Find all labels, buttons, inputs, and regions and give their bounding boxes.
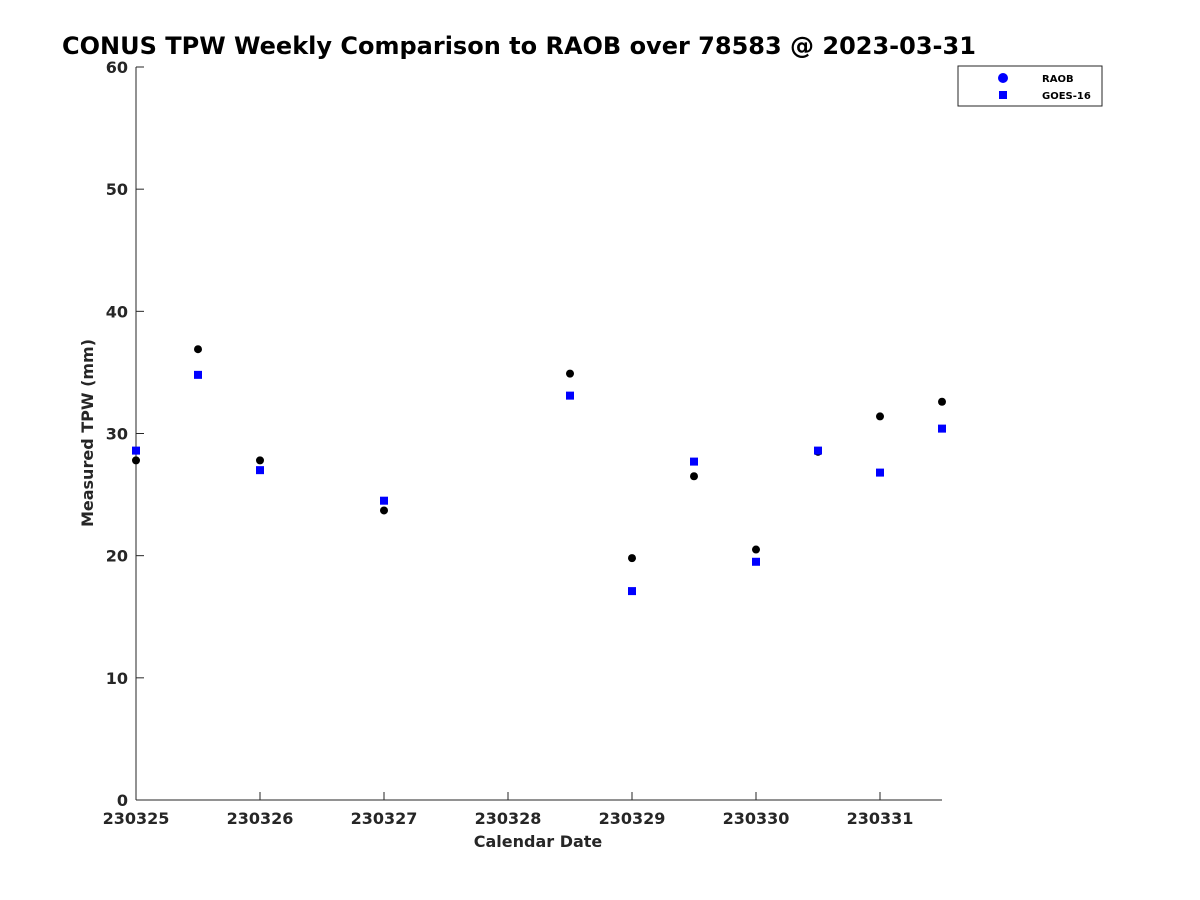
legend: RAOB GOES-16 xyxy=(957,65,1103,107)
goes-16-point xyxy=(814,446,822,455)
legend-box xyxy=(957,65,1103,107)
goes-16-point xyxy=(566,391,574,400)
axes xyxy=(135,67,942,801)
goes-16-point xyxy=(256,466,264,475)
goes-16-point xyxy=(690,457,698,466)
x-tick-label: 230330 xyxy=(723,809,790,828)
goes-16-point xyxy=(132,446,140,455)
y-tick-label: 40 xyxy=(106,302,128,321)
x-axis-label: Calendar Date xyxy=(474,832,603,851)
raob-point xyxy=(690,472,698,481)
legend-marker-goes-16 xyxy=(999,91,1007,99)
raob-point xyxy=(380,506,388,515)
raob-point xyxy=(566,369,574,378)
raob-point xyxy=(194,345,202,354)
chart-title: CONUS TPW Weekly Comparison to RAOB over… xyxy=(62,32,976,60)
raob-point xyxy=(132,456,140,465)
raob-point xyxy=(938,397,946,406)
raob-point xyxy=(752,545,760,554)
goes-16-point xyxy=(628,587,636,596)
x-ticks: 230325 230326 230327 230328 230329 230330 2303… xyxy=(103,792,914,828)
legend-label-raob: RAOB xyxy=(1042,74,1074,85)
y-tick-label: 50 xyxy=(106,180,128,199)
y-ticks: 0 10 20 30 40 50 60 xyxy=(106,58,144,810)
goes-16-point xyxy=(752,557,760,566)
y-axis-label: Measured TPW (mm) xyxy=(78,339,97,527)
legend-label-goes-16: GOES-16 xyxy=(1042,91,1091,102)
y-tick-label: 60 xyxy=(106,58,128,77)
x-tick-label: 230325 xyxy=(103,809,170,828)
goes-16-point xyxy=(380,496,388,505)
goes-16-point xyxy=(876,468,884,477)
raob-point xyxy=(628,554,636,563)
goes-16-point xyxy=(194,370,202,379)
x-tick-label: 230329 xyxy=(599,809,666,828)
x-tick-label: 230328 xyxy=(475,809,542,828)
x-tick-label: 230327 xyxy=(351,809,418,828)
legend-marker-raob xyxy=(998,73,1008,83)
y-tick-label: 0 xyxy=(117,791,128,810)
data-markers xyxy=(132,345,946,596)
goes-16-point xyxy=(938,424,946,433)
y-tick-label: 20 xyxy=(106,547,128,566)
y-tick-label: 10 xyxy=(106,669,128,688)
raob-point xyxy=(256,456,264,465)
raob-point xyxy=(876,412,884,421)
y-tick-label: 30 xyxy=(106,425,128,444)
x-tick-label: 230331 xyxy=(847,809,914,828)
x-tick-label: 230326 xyxy=(227,809,294,828)
